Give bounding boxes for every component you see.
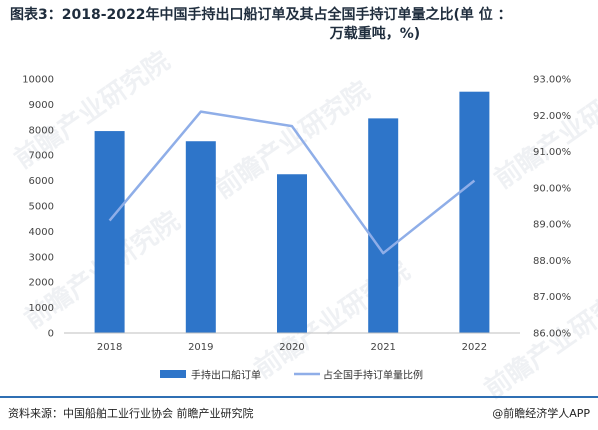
y-left-tick-label: 7000 bbox=[29, 151, 54, 162]
axes-group: 0 1000 2000 3000 4000 5000 6000 7000 8000 9000 100… bbox=[22, 75, 571, 354]
bar-2018 bbox=[94, 131, 125, 333]
y-right-tick-label: 89.00% bbox=[533, 220, 571, 231]
y-left-tick-label: 1000 bbox=[29, 303, 54, 314]
y-left-tick-label: 10000 bbox=[22, 75, 54, 86]
ratio-line bbox=[108, 110, 476, 255]
source-text: 资料来源：中国船舶工业行业协会 前瞻产业研究院 bbox=[8, 407, 254, 420]
y-right-tick-label: 92.00% bbox=[533, 111, 571, 122]
x-tick-label: 2018 bbox=[97, 342, 122, 353]
legend-bar-swatch bbox=[160, 370, 186, 378]
chart-canvas: 0 1000 2000 3000 4000 5000 6000 7000 8000 9000 100… bbox=[22, 75, 571, 382]
x-tick-label: 2019 bbox=[188, 342, 213, 353]
chart-title-line2: 万载重吨，%) bbox=[329, 26, 421, 42]
y-left-tick-label: 2000 bbox=[29, 278, 54, 289]
x-tick-label: 2020 bbox=[279, 342, 304, 353]
line-group bbox=[108, 110, 476, 255]
bar-2019 bbox=[185, 141, 216, 333]
y-left-tick-label: 3000 bbox=[29, 252, 54, 263]
y-right-tick-label: 91.00% bbox=[533, 147, 571, 158]
bar-2021 bbox=[368, 118, 399, 334]
y-right-tick-label: 88.00% bbox=[533, 256, 571, 267]
y-right-tick-label: 93.00% bbox=[533, 75, 571, 86]
bar-2022 bbox=[459, 91, 490, 333]
bar-2020 bbox=[277, 174, 307, 333]
chart-title-line1: 图表3：2018-2022年中国手持出口船订单及其占全国手持订单量之比(单 位 … bbox=[10, 7, 512, 23]
brand-text: @前瞻经济学人APP bbox=[492, 407, 590, 420]
y-left-tick-label: 4000 bbox=[29, 227, 54, 238]
y-left-tick-label: 9000 bbox=[29, 100, 54, 111]
legend-line-label: 占全国手持订单量比例 bbox=[323, 369, 423, 382]
legend-bar-label: 手持出口船订单 bbox=[191, 369, 261, 382]
y-left-tick-label: 5000 bbox=[29, 202, 54, 213]
footer: 资料来源：中国船舶工业行业协会 前瞻产业研究院 @前瞻经济学人APP bbox=[0, 396, 598, 428]
y-right-tick-label: 87.00% bbox=[533, 292, 571, 303]
y-left-tick-label: 0 bbox=[48, 329, 54, 340]
y-right-tick-label: 90.00% bbox=[533, 183, 571, 194]
y-left-tick-label: 6000 bbox=[29, 176, 54, 187]
bars-group bbox=[94, 91, 490, 334]
legend-group: 手持出口船订单 占全国手持订单量比例 bbox=[160, 369, 423, 382]
x-tick-label: 2021 bbox=[370, 342, 395, 353]
y-right-tick-label: 86.00% bbox=[533, 329, 571, 340]
chart-title: 图表3：2018-2022年中国手持出口船订单及其占全国手持订单量之比(单 位 … bbox=[10, 6, 590, 44]
y-left-tick-label: 8000 bbox=[29, 125, 54, 136]
x-tick-label: 2022 bbox=[462, 342, 487, 353]
